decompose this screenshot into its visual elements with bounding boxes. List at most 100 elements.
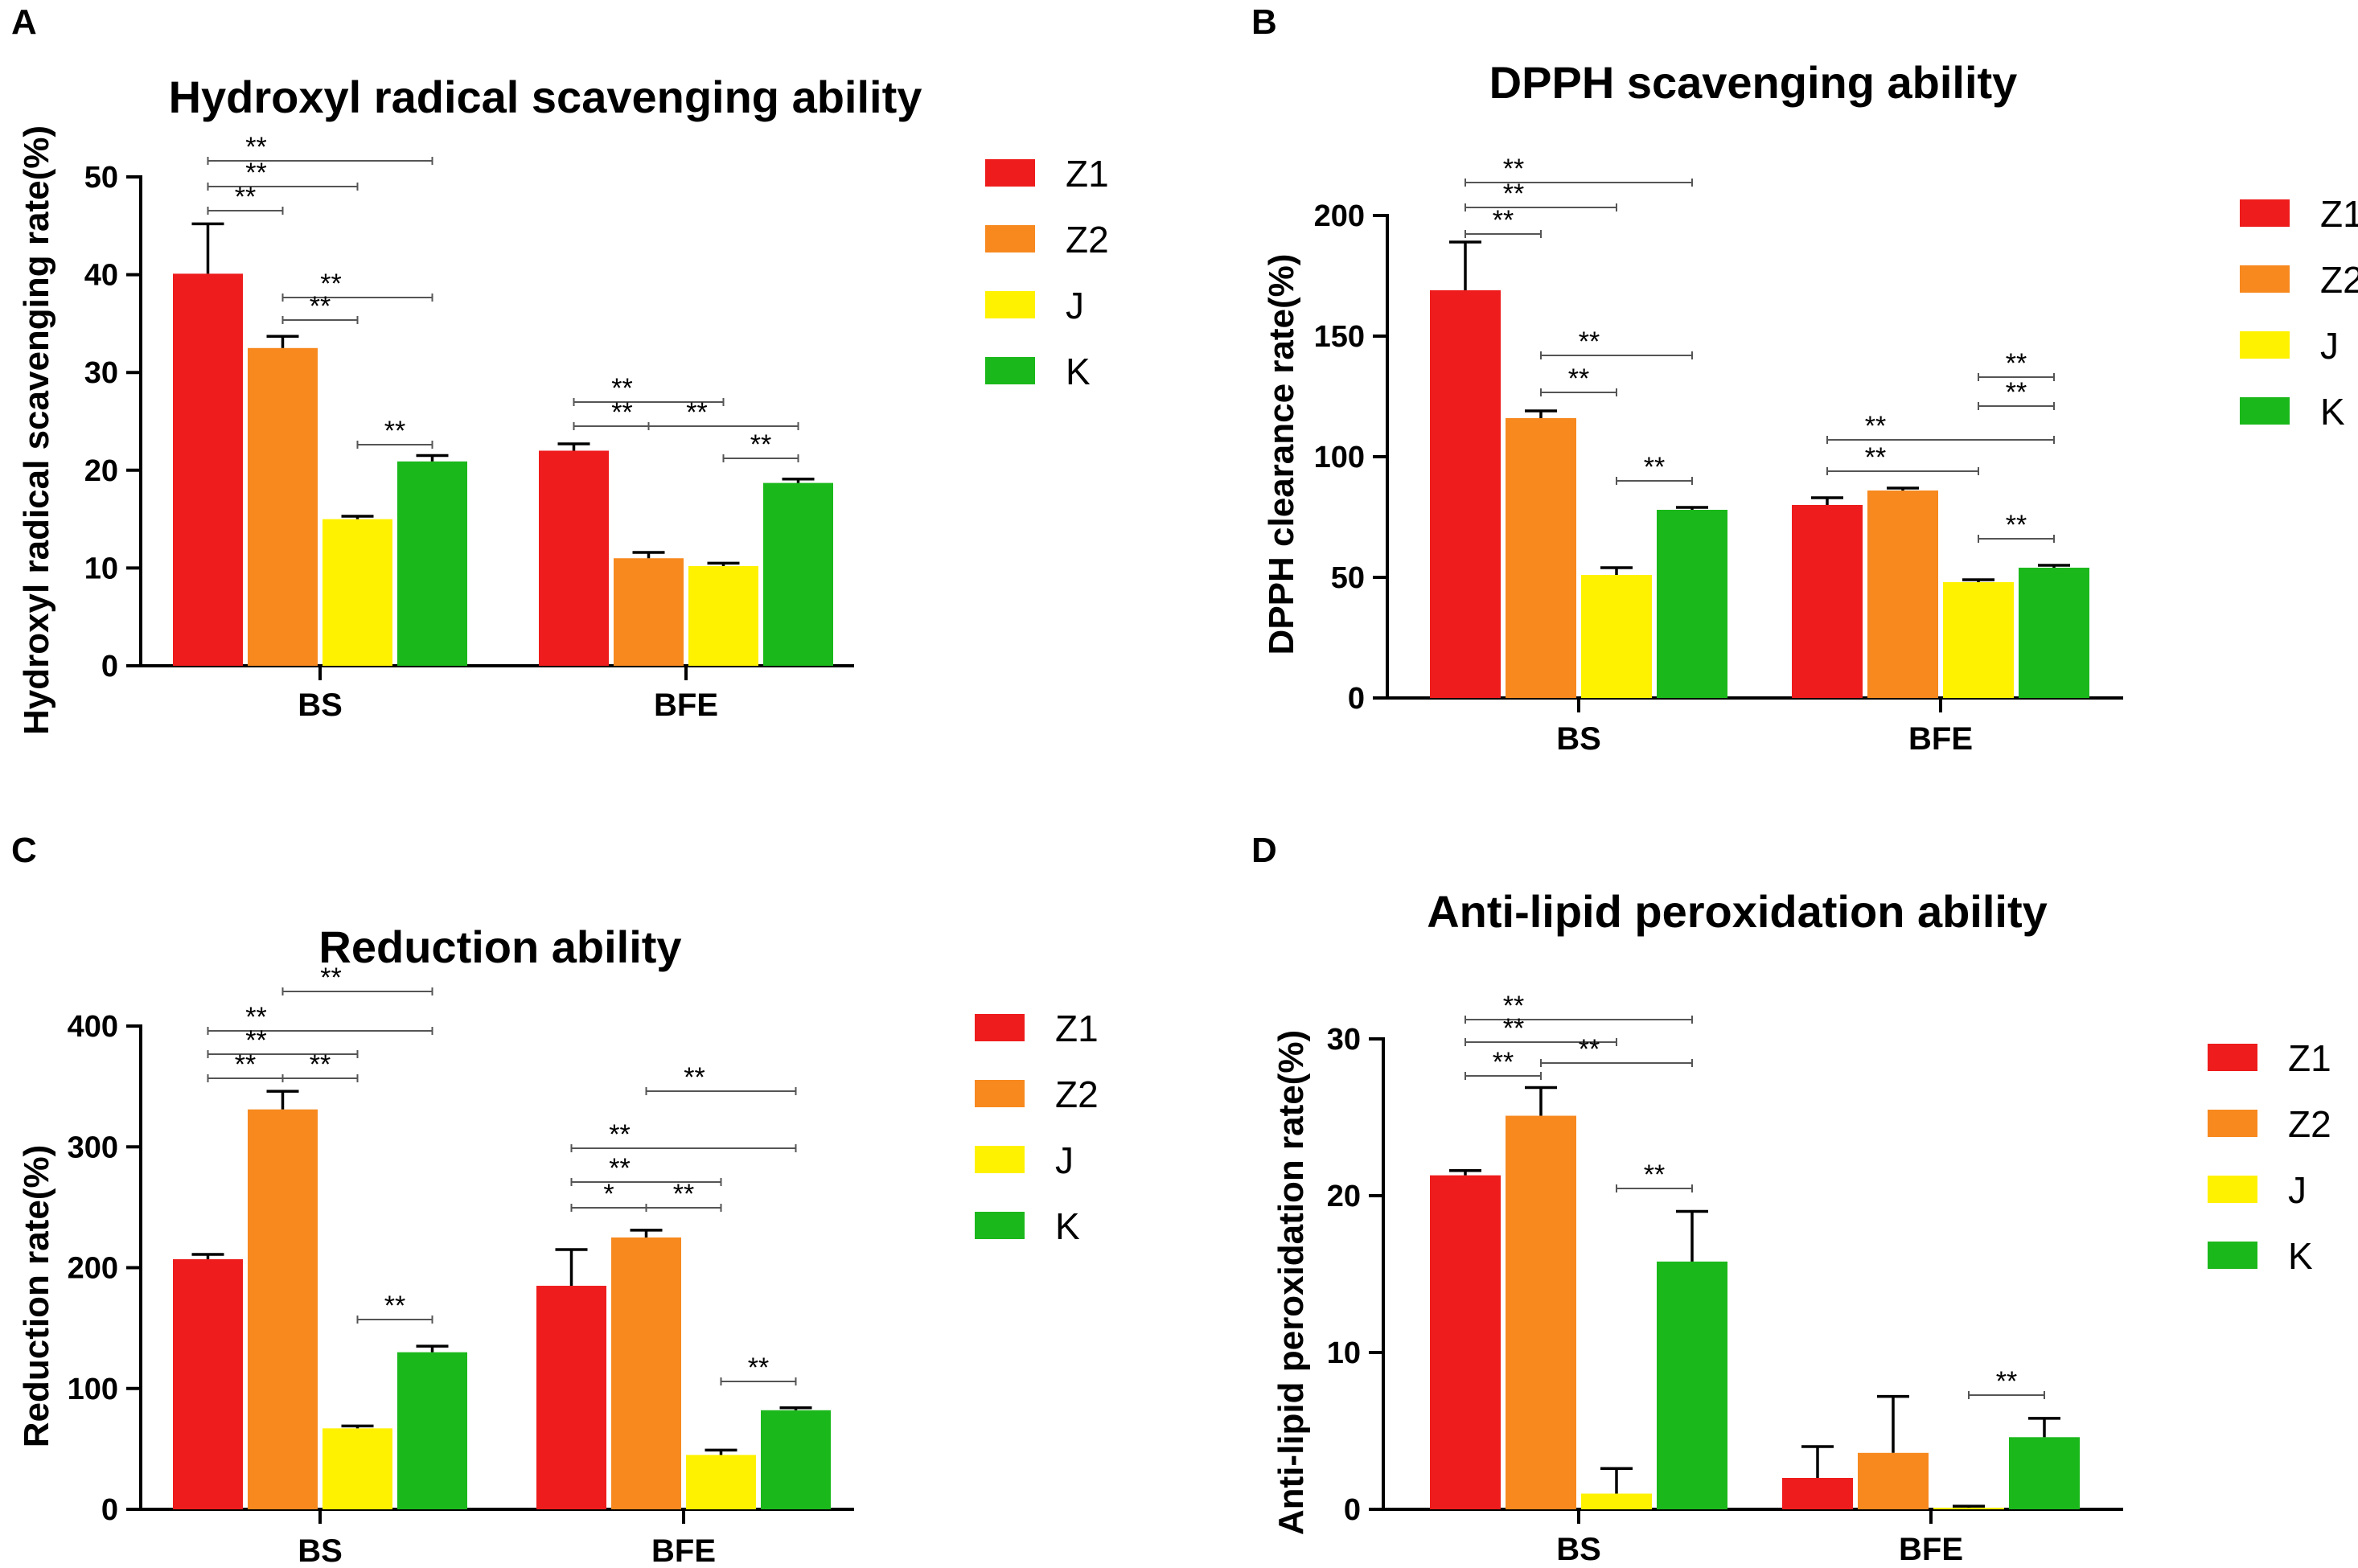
y-tick-label: 10 bbox=[1327, 1336, 1361, 1370]
x-tick-label: BS bbox=[298, 1533, 343, 1568]
significance-label: ** bbox=[748, 1353, 769, 1383]
significance-label: ** bbox=[611, 397, 632, 428]
significance-label: ** bbox=[609, 1153, 630, 1184]
significance-label: ** bbox=[1996, 1366, 2017, 1397]
legend-label-Z1: Z1 bbox=[1066, 153, 1109, 195]
significance-label: ** bbox=[673, 1179, 694, 1209]
bar-Z2-BS bbox=[248, 1109, 318, 1509]
legend-label-J: J bbox=[1066, 285, 1084, 326]
legend-swatch-Z2 bbox=[2208, 1110, 2257, 1137]
significance-label: ** bbox=[235, 1049, 256, 1080]
legend-swatch-K bbox=[985, 357, 1035, 384]
bar-Z1-BS bbox=[1430, 1175, 1501, 1509]
significance-label: ** bbox=[1644, 452, 1665, 482]
bar-J-BS bbox=[1581, 575, 1652, 698]
y-tick-label: 200 bbox=[1314, 199, 1365, 233]
x-tick-label: BFE bbox=[1899, 1532, 1963, 1567]
significance-label: ** bbox=[245, 132, 266, 162]
panel-letter: D bbox=[1251, 831, 1277, 870]
panel-D: D Anti-lipid peroxidation ability Anti-lip… bbox=[1251, 831, 2331, 1567]
legend-swatch-K bbox=[2240, 397, 2290, 425]
significance-label: ** bbox=[1493, 205, 1514, 236]
legend-label-Z2: Z2 bbox=[2288, 1103, 2331, 1145]
bar-J-BFE bbox=[1933, 1508, 2004, 1509]
y-tick-label: 400 bbox=[68, 1010, 118, 1044]
legend-label-Z2: Z2 bbox=[2320, 259, 2358, 301]
significance-label: ** bbox=[609, 1119, 630, 1150]
y-tick-label: 50 bbox=[1331, 561, 1365, 595]
legend-swatch-Z2 bbox=[2240, 265, 2290, 293]
significance-label: ** bbox=[1503, 179, 1524, 209]
bar-Z2-BFE bbox=[1858, 1452, 1929, 1509]
x-tick-label: BS bbox=[298, 688, 343, 723]
x-tick-label: BFE bbox=[654, 688, 718, 723]
legend-label-Z1: Z1 bbox=[2288, 1037, 2331, 1079]
significance-label: ** bbox=[384, 1291, 405, 1321]
legend-label-K: K bbox=[1055, 1205, 1080, 1247]
significance-label: ** bbox=[750, 429, 771, 460]
legend-label-Z1: Z1 bbox=[1055, 1008, 1099, 1049]
significance-label: ** bbox=[2006, 510, 2027, 540]
bar-Z1-BFE bbox=[536, 1286, 606, 1509]
legend-swatch-J bbox=[975, 1146, 1025, 1173]
significance-label: ** bbox=[1579, 1034, 1600, 1065]
significance-label: ** bbox=[1865, 411, 1886, 441]
bar-K-BFE bbox=[2009, 1437, 2080, 1509]
bar-K-BS bbox=[1657, 1261, 1727, 1509]
legend-swatch-J bbox=[985, 291, 1035, 318]
significance-label: ** bbox=[1644, 1160, 1665, 1190]
bar-Z1-BS bbox=[1430, 290, 1501, 698]
y-tick-label: 100 bbox=[1314, 441, 1365, 474]
bar-Z2-BFE bbox=[1867, 491, 1938, 698]
chart-title: Hydroxyl radical scavenging ability bbox=[169, 72, 922, 122]
bar-Z1-BS bbox=[173, 273, 243, 666]
significance-label: ** bbox=[235, 182, 256, 212]
significance-label: ** bbox=[1568, 363, 1589, 394]
legend-swatch-Z1 bbox=[985, 159, 1035, 187]
legend-swatch-Z1 bbox=[2240, 199, 2290, 227]
bar-K-BFE bbox=[761, 1410, 831, 1509]
y-tick-label: 0 bbox=[101, 650, 118, 683]
bar-K-BS bbox=[1657, 510, 1727, 698]
legend-swatch-Z2 bbox=[975, 1080, 1025, 1107]
legend-swatch-Z1 bbox=[2208, 1044, 2257, 1071]
y-tick-label: 30 bbox=[84, 356, 118, 390]
significance-label: ** bbox=[310, 1049, 331, 1080]
bar-Z1-BFE bbox=[1792, 505, 1863, 698]
significance-label: ** bbox=[2006, 377, 2027, 408]
legend-swatch-K bbox=[975, 1212, 1025, 1239]
bar-Z1-BS bbox=[173, 1258, 243, 1509]
significance-label: ** bbox=[1579, 326, 1600, 357]
y-tick-label: 20 bbox=[1327, 1180, 1361, 1213]
y-tick-label: 0 bbox=[1344, 1493, 1361, 1527]
y-tick-label: 0 bbox=[101, 1493, 118, 1527]
bar-Z2-BS bbox=[248, 347, 318, 666]
legend-label-K: K bbox=[1066, 351, 1091, 392]
y-axis-label: Hydroxyl radical scavenging rate(%) bbox=[17, 125, 56, 735]
significance-label: ** bbox=[686, 397, 707, 428]
panel-letter: A bbox=[11, 2, 37, 42]
significance-label: ** bbox=[245, 1025, 266, 1056]
y-axis-label: DPPH clearance rate(%) bbox=[1262, 254, 1301, 655]
legend-label-J: J bbox=[2320, 325, 2339, 367]
y-axis-label: Anti-lipid peroxidation rate(%) bbox=[1271, 1030, 1311, 1535]
bar-K-BFE bbox=[2019, 568, 2089, 698]
significance-label: ** bbox=[1865, 442, 1886, 473]
y-axis-label: Reduction rate(%) bbox=[17, 1145, 56, 1447]
significance-label: ** bbox=[245, 1002, 266, 1032]
bar-J-BFE bbox=[688, 565, 758, 666]
bar-J-BFE bbox=[1943, 582, 2014, 698]
significance-label: ** bbox=[1503, 991, 1524, 1021]
panel-A: A Hydroxyl radical scavenging ability Hydr… bbox=[11, 2, 1109, 735]
significance-label: ** bbox=[1493, 1047, 1514, 1077]
legend-label-K: K bbox=[2288, 1235, 2313, 1277]
legend-swatch-Z2 bbox=[985, 225, 1035, 252]
y-tick-label: 10 bbox=[84, 552, 118, 585]
significance-label: ** bbox=[611, 373, 632, 404]
x-tick-label: BFE bbox=[1908, 721, 1973, 757]
legend-swatch-Z1 bbox=[975, 1014, 1025, 1041]
y-tick-label: 0 bbox=[1348, 682, 1365, 716]
significance-label: ** bbox=[384, 416, 405, 446]
bar-K-BS bbox=[397, 1352, 467, 1509]
